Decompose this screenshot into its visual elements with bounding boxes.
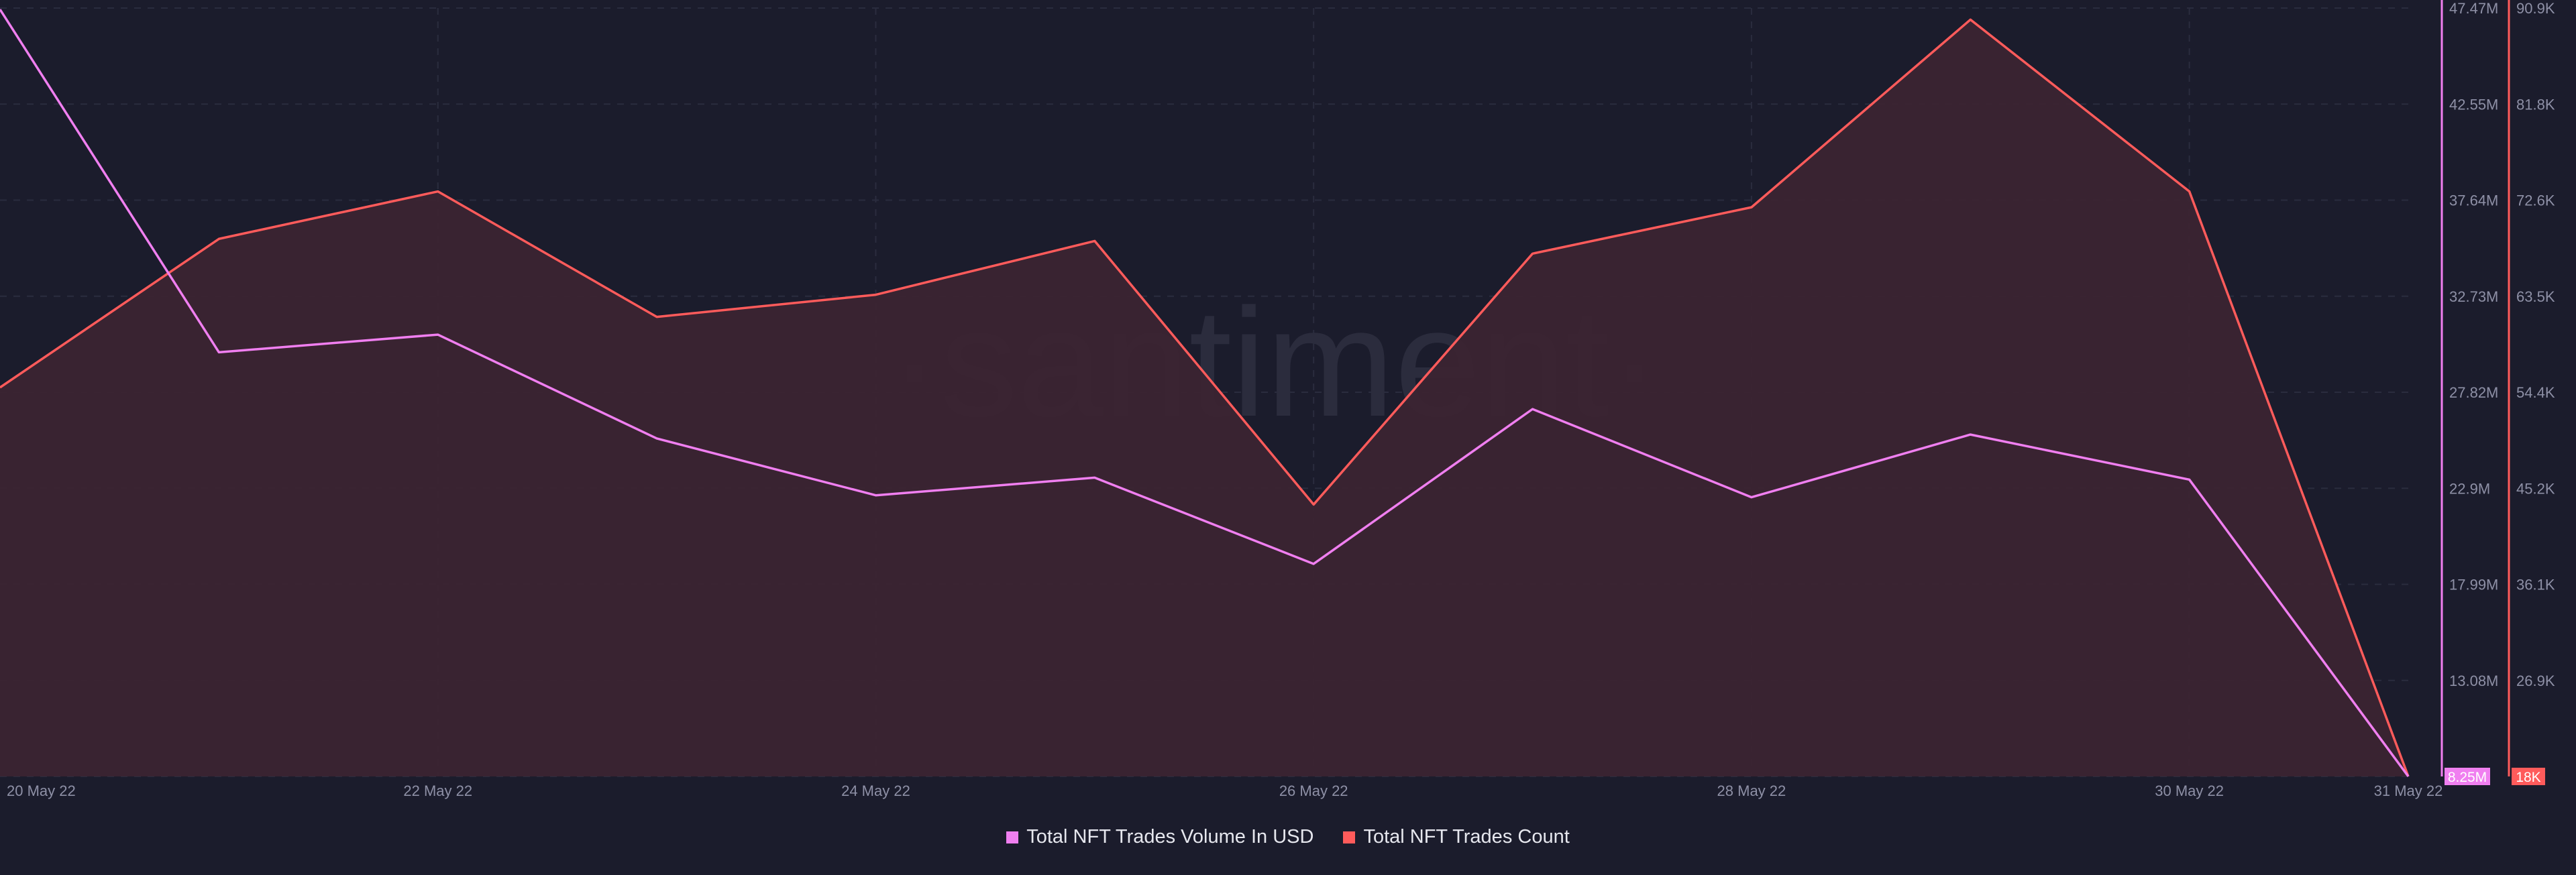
count-axis-tick-label: 54.4K bbox=[2516, 384, 2555, 401]
chart-legend: Total NFT Trades Volume In USD Total NFT… bbox=[0, 826, 2576, 848]
volume-series-line bbox=[0, 9, 2410, 778]
x-axis-tick-label: 28 May 22 bbox=[1717, 782, 1786, 799]
x-axis-tick-label: 24 May 22 bbox=[841, 782, 910, 799]
volume-axis-tick-label: 22.9M bbox=[2449, 480, 2490, 497]
count-axis-tick-label: 72.6K bbox=[2516, 192, 2555, 209]
count-axis-tick-label: 26.9K bbox=[2516, 673, 2555, 689]
count-current-value: 18K bbox=[2516, 770, 2540, 785]
volume-current-value: 8.25M bbox=[2448, 770, 2487, 785]
volume-axis-tick-label: 42.55M bbox=[2449, 96, 2498, 113]
axis-layer: 47.47M 42.55M 37.64M 32.73M 27.82M 22.9M 17.99… bbox=[7, 0, 2555, 799]
x-axis-tick-label: 20 May 22 bbox=[7, 782, 76, 799]
x-axis-tick-label: 26 May 22 bbox=[1279, 782, 1348, 799]
series-layer bbox=[0, 9, 2410, 778]
x-axis-tick-label: 31 May 22 bbox=[2374, 782, 2443, 799]
count-series-line bbox=[0, 18, 2410, 777]
legend-label-count: Total NFT Trades Count bbox=[1363, 826, 1570, 848]
legend-item-count[interactable]: Total NFT Trades Count bbox=[1343, 826, 1570, 848]
legend-swatch-volume bbox=[1006, 831, 1019, 843]
volume-axis-tick-label: 13.08M bbox=[2449, 673, 2498, 689]
count-current-badge bbox=[2512, 768, 2545, 785]
x-axis-tick-label: 30 May 22 bbox=[2155, 782, 2224, 799]
count-axis-tick-label: 81.8K bbox=[2516, 96, 2555, 113]
volume-axis-tick-label: 27.82M bbox=[2449, 384, 2498, 401]
count-axis-tick-label: 36.1K bbox=[2516, 577, 2555, 593]
count-axis-tick-label: 63.5K bbox=[2516, 288, 2555, 305]
volume-axis-tick-label: 37.64M bbox=[2449, 192, 2498, 209]
volume-current-badge bbox=[2445, 768, 2490, 785]
x-axis-tick-label: 22 May 22 bbox=[403, 782, 472, 799]
count-axis-tick-label: 90.9K bbox=[2516, 0, 2555, 17]
volume-axis-tick-label: 32.73M bbox=[2449, 288, 2498, 305]
legend-item-volume[interactable]: Total NFT Trades Volume In USD bbox=[1006, 826, 1313, 848]
legend-label-volume: Total NFT Trades Volume In USD bbox=[1026, 826, 1314, 848]
count-axis-tick-label: 45.2K bbox=[2516, 480, 2555, 497]
volume-axis-tick-label: 47.47M bbox=[2449, 0, 2498, 17]
volume-axis-tick-label: 17.99M bbox=[2449, 577, 2498, 593]
count-area-fill bbox=[0, 19, 2408, 776]
legend-swatch-count bbox=[1343, 831, 1356, 843]
